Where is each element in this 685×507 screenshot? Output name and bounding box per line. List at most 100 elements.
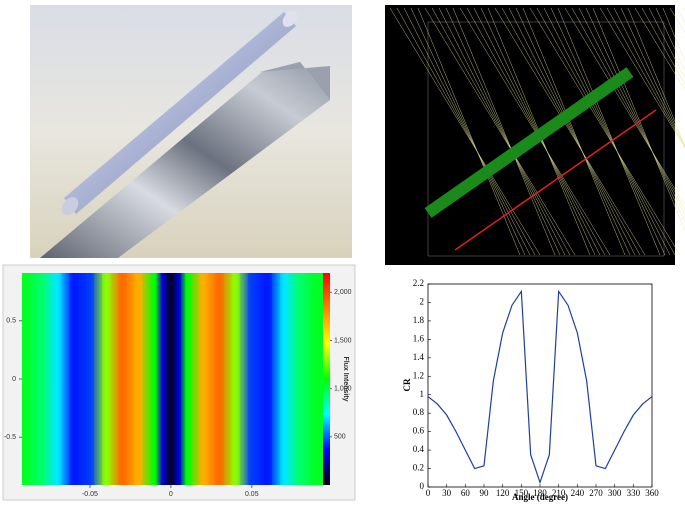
heatmap-cell (168, 273, 173, 485)
colorbar-label: Flux Intensity (342, 356, 349, 401)
y-tick-label: 2 (420, 297, 425, 307)
ray-line (452, 7, 556, 256)
x-tick-label: 210 (552, 488, 566, 498)
ray-line (550, 7, 666, 256)
ray-line (606, 7, 685, 149)
heatmap-cell (280, 273, 289, 485)
ray-line (585, 7, 685, 224)
y-tick-label: -0.5 (4, 434, 16, 441)
x-tick-label: 360 (645, 488, 659, 498)
y-tick-label: 0 (12, 376, 16, 383)
render-3d (30, 5, 352, 258)
ray-line (655, 7, 685, 72)
heatmap-cell (53, 273, 62, 485)
y-tick-label: 1.2 (413, 370, 424, 380)
ray-line (634, 7, 685, 91)
ray-line (613, 7, 685, 148)
rod-end (61, 197, 79, 215)
ray-line (515, 7, 631, 256)
heatmap-cell (263, 273, 273, 485)
ray-line (592, 7, 685, 232)
plot-frame (427, 283, 653, 488)
heatmap-cell (215, 273, 224, 485)
ray-line (417, 7, 521, 256)
ray-line (494, 7, 646, 256)
heatmap-cell (185, 273, 192, 485)
receiver (424, 67, 634, 218)
x-tick-label: 240 (571, 488, 585, 498)
ray-line (501, 7, 641, 256)
line-panel: CR Angle (degree) 0 30 60 90 120 150 180 210 240… (402, 278, 659, 502)
y-tick-label: 0.5 (6, 318, 16, 325)
ray-line (403, 7, 531, 256)
heatmap-cell (199, 273, 208, 485)
x-tick-label: -0.05 (82, 491, 98, 498)
colorbar-tick-label: 1,000 (334, 385, 352, 392)
y-axis-label: CR (402, 378, 412, 391)
rod-end (282, 11, 298, 27)
x-tick-label: 30 (442, 488, 452, 498)
x-tick-label: 120 (496, 488, 510, 498)
ray-line (557, 7, 661, 256)
colorbar-tick-label: 2,000 (334, 289, 352, 296)
x-tick-label: 0.05 (245, 491, 259, 498)
ray-trace (385, 5, 685, 265)
ray-line (564, 7, 685, 207)
y-tick-label: 1.4 (413, 352, 425, 362)
ray-line (529, 7, 681, 256)
heatmap-cell (69, 273, 78, 485)
x-tick-label: 60 (461, 488, 471, 498)
colorbar-tick-label: 1,500 (334, 337, 352, 344)
y-tick-label: 1.6 (413, 333, 425, 343)
ray-line (438, 7, 566, 256)
y-tick-label: 0.6 (413, 426, 425, 436)
trough (40, 62, 330, 258)
ray-line (578, 7, 685, 217)
x-tick-label: 0 (426, 488, 431, 498)
y-tick-label: 1 (420, 389, 425, 399)
heatmap-cell (312, 273, 320, 485)
x-tick-label: 150 (515, 488, 529, 498)
ray-line (571, 7, 685, 211)
heatmap-panel: Flux Intensity -0.05 0 0.05 0.5 0 -0.5 500 1,00… (2, 264, 356, 501)
ray-line (641, 7, 685, 86)
heatmap-cell (176, 273, 181, 485)
x-tick-label: 90 (480, 488, 490, 498)
trough-edge (260, 62, 330, 100)
ray-line (389, 7, 541, 256)
ray-line (627, 7, 685, 147)
rod (64, 12, 296, 214)
ray-line (543, 7, 671, 256)
y-tick-label: 0 (420, 481, 425, 491)
heatmap-cell (150, 273, 157, 485)
ray-line (662, 7, 685, 62)
x-tick-label: 0 (169, 491, 173, 498)
y-tick-label: 2.2 (413, 278, 424, 288)
ray-line (445, 7, 561, 256)
ray-line (536, 7, 676, 256)
y-tick-label: 0.8 (413, 407, 425, 417)
x-tick-label: 300 (608, 488, 622, 498)
heatmap-cell (160, 273, 165, 485)
colorbar (323, 273, 330, 485)
y-tick-label: 0.4 (413, 444, 425, 454)
ray-line (396, 7, 536, 256)
ray-line (648, 7, 685, 80)
y-tick-label: 0.2 (413, 463, 424, 473)
ray-line (508, 7, 636, 256)
heatmap-cell (102, 273, 111, 485)
x-tick-label: 270 (589, 488, 603, 498)
heatmap-cell (231, 273, 240, 485)
ray-line (620, 7, 685, 148)
ray-box (427, 21, 665, 257)
data-line (427, 289, 653, 485)
mirror (454, 109, 657, 251)
ray-line (599, 7, 685, 149)
heatmap-cell (37, 273, 46, 485)
x-axis-label: Angle (degree) (512, 492, 568, 502)
heatmap-cell (134, 273, 143, 485)
x-tick-label: 180 (533, 488, 547, 498)
colorbar-tick-label: 500 (334, 434, 346, 441)
heatmap-cell (247, 273, 256, 485)
